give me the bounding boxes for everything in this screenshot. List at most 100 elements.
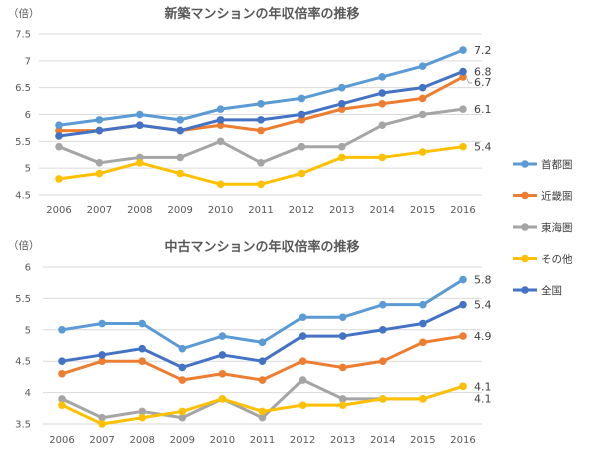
data-point (58, 369, 66, 378)
data-point (55, 132, 63, 140)
data-point (459, 142, 467, 151)
x-tick-label: 2010 (210, 435, 235, 446)
y-tick-label: 7.5 (15, 30, 31, 41)
data-point (459, 105, 467, 113)
x-tick-label: 2014 (370, 435, 395, 446)
data-point (338, 313, 347, 322)
data-point (257, 126, 265, 135)
data-point (55, 126, 63, 135)
data-point (258, 338, 267, 347)
data-point (98, 351, 106, 359)
data-point (258, 357, 267, 366)
data-label: 4.9 (474, 330, 492, 343)
series-近畿圏: 4.9 (58, 330, 492, 384)
chart-title: 新築マンションの年収倍率の推移 (164, 6, 359, 22)
data-point (95, 126, 104, 135)
data-point (55, 175, 63, 183)
data-point (216, 180, 225, 189)
data-point (178, 376, 187, 384)
data-point (138, 407, 146, 416)
legend-label: 全国 (541, 284, 562, 297)
data-label: 4.1 (474, 392, 492, 405)
series-その他: 4.1 (58, 380, 492, 428)
data-point (338, 363, 347, 372)
legend-item: その他 (513, 253, 573, 266)
data-point (459, 275, 467, 284)
data-point (298, 332, 307, 340)
legend-label: 近畿圏 (541, 190, 573, 203)
legend-marker (521, 191, 529, 200)
data-point (136, 153, 144, 162)
data-point (178, 413, 187, 422)
data-label: 6.8 (474, 66, 492, 79)
data-point (138, 413, 146, 422)
data-point (379, 357, 387, 366)
legend-item: 近畿圏 (513, 190, 573, 203)
data-point (459, 67, 467, 76)
data-point (459, 382, 467, 391)
data-point (257, 116, 265, 124)
x-tick-label: 2006 (49, 435, 74, 446)
data-point (338, 153, 346, 162)
data-label: 5.4 (474, 141, 492, 154)
y-tick-label: 7 (25, 56, 31, 67)
data-point (419, 300, 427, 309)
data-point (297, 169, 306, 178)
data-point (55, 142, 63, 151)
data-point (378, 121, 387, 130)
y-tick-label: 5 (25, 164, 31, 175)
x-tick-label: 2013 (329, 205, 354, 216)
data-point (297, 142, 306, 151)
y-tick-label: 5 (25, 325, 31, 336)
x-tick-label: 2008 (127, 205, 152, 216)
x-tick-label: 2016 (450, 435, 475, 446)
series-首都圏: 5.8 (58, 274, 492, 353)
chart-title: 中古マンションの年収倍率の推移 (164, 239, 359, 255)
x-tick-label: 2009 (170, 435, 195, 446)
data-point (378, 89, 387, 97)
data-point (338, 142, 346, 151)
data-point (298, 376, 307, 384)
data-point (378, 99, 387, 108)
data-point (136, 121, 144, 130)
used-condo-chart: （倍） 中古マンションの年収倍率の推移 3.5 4 4.5 5 5.5 6 2006 2007… (8, 239, 492, 446)
data-point (258, 413, 267, 422)
legend-marker (521, 286, 529, 294)
y-tick-label: 3.5 (15, 420, 31, 431)
data-point (216, 105, 225, 113)
legend-marker (521, 254, 529, 263)
data-point (419, 319, 427, 328)
data-point (216, 121, 225, 130)
data-point (419, 338, 427, 347)
data-point (95, 169, 104, 178)
data-label: 6.1 (474, 103, 492, 116)
leader-line (466, 78, 472, 84)
legend-label: 東海圏 (541, 221, 573, 234)
data-point (257, 180, 265, 189)
legend-label: 首都圏 (541, 158, 573, 171)
y-tick-label: 5.5 (15, 294, 31, 305)
data-point (95, 116, 104, 124)
y-tick-label: 4.5 (15, 357, 31, 368)
data-point (338, 83, 346, 92)
data-point (338, 332, 347, 340)
data-point (379, 395, 387, 403)
data-point (257, 99, 265, 108)
data-point (297, 110, 306, 119)
data-point (58, 401, 66, 409)
legend-marker (521, 223, 529, 231)
data-point (218, 369, 227, 378)
x-tick-label: 2006 (46, 205, 71, 216)
data-point (138, 344, 146, 353)
series-その他: 5.4 (55, 141, 492, 189)
data-point (98, 420, 106, 428)
data-point (298, 357, 307, 366)
data-point (138, 319, 146, 328)
x-tick-label: 2011 (248, 205, 273, 216)
data-point (136, 159, 144, 167)
data-point (418, 110, 427, 119)
data-point (338, 105, 346, 113)
series-全国: 6.8 (55, 66, 492, 140)
